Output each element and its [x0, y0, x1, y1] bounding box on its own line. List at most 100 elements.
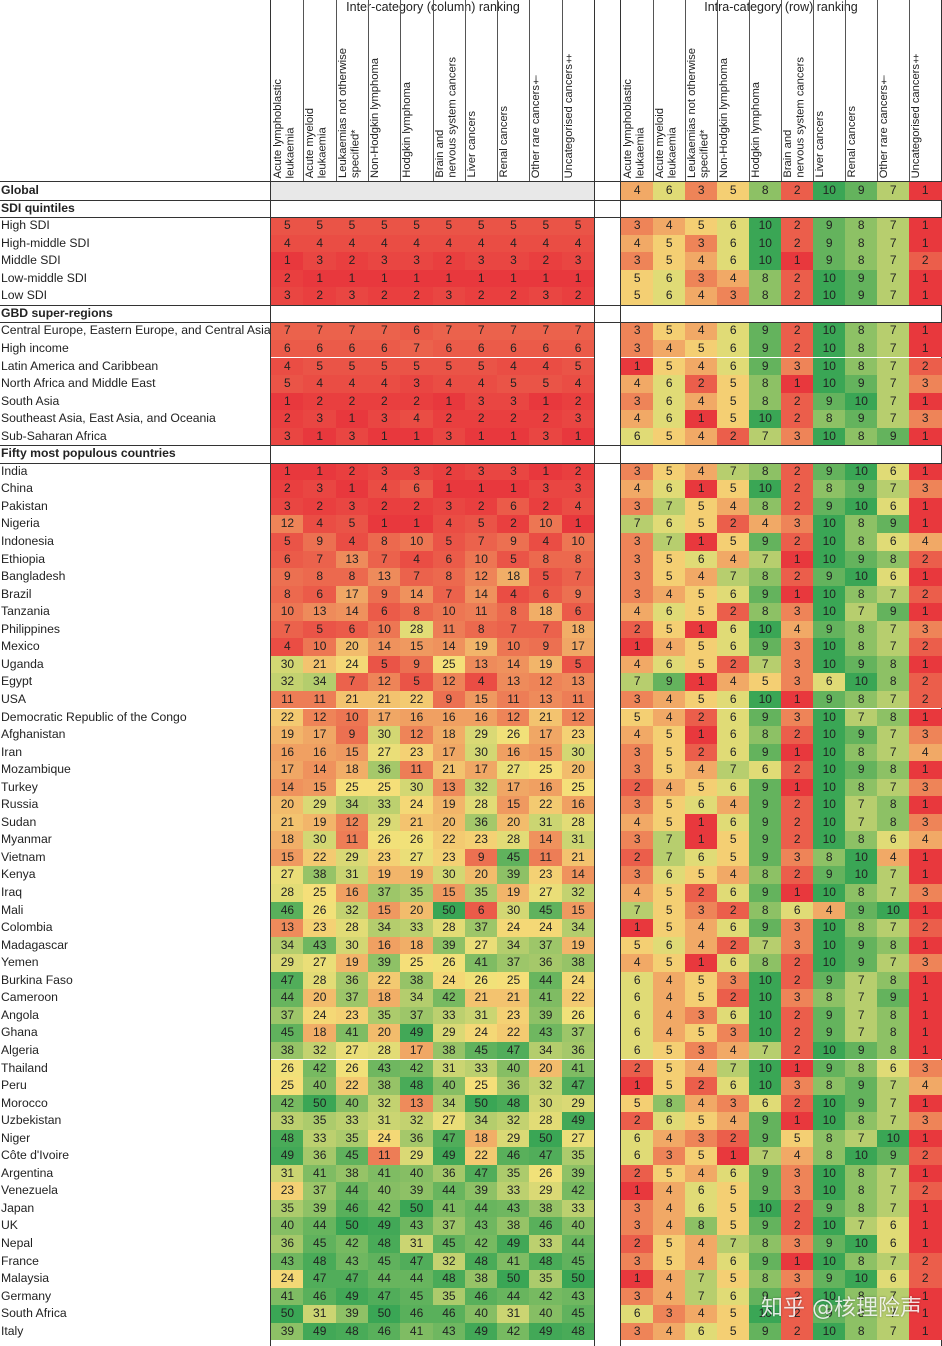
intra-rank-cell: 10 [845, 1270, 878, 1288]
intra-rank-cell: 6 [653, 375, 686, 393]
intra-rank-cell: 6 [717, 638, 750, 656]
inter-rank-cell: 4 [303, 234, 337, 253]
intra-column-header: Non-Hodgkin lymphoma [718, 16, 748, 178]
inter-rank-cell: 2 [464, 497, 498, 516]
intra-rank-cell: 9 [877, 427, 910, 446]
inter-rank-cell: 5 [303, 620, 337, 639]
inter-rank-cell: 12 [497, 708, 530, 727]
intra-rank-cell: 6 [717, 884, 750, 902]
intra-rank-cell: 10 [813, 357, 846, 376]
intra-rank-cell: 10 [813, 1164, 846, 1183]
inter-rank-cell: 32 [400, 1112, 433, 1130]
intra-rank-cell: 1 [909, 392, 942, 411]
intra-rank-cell: 5 [717, 182, 750, 200]
intra-rank-cell: 2 [781, 269, 814, 288]
intra-rank-cell: 4 [909, 831, 942, 849]
table-row: Argentina 31 41 38 41 40 36 47 35 26 39 2 5 4 6 9 3 10 8 7 1 [0, 1164, 942, 1183]
table-row: Germany 41 46 49 47 45 35 46 44 42 43 3 4 7 6 9 2 10 8 7 1 [0, 1287, 942, 1306]
inter-rank-cell: 21 [367, 690, 401, 709]
inter-rank-cell: 33 [367, 796, 401, 814]
inter-rank-cell: 41 [432, 1199, 466, 1218]
inter-right-border [594, 0, 595, 1346]
intra-rank-cell: 6 [717, 217, 750, 235]
table-row: Iraq 28 25 16 37 35 15 35 19 27 32 4 5 2 6 9 1 10 8 7 3 [0, 884, 942, 902]
inter-rank-cell: 7 [335, 322, 369, 340]
inter-rank-cell: 8 [303, 568, 337, 586]
inter-rank-cell: 4 [400, 234, 433, 253]
inter-rank-cell: 4 [529, 533, 563, 551]
row-label: Côte d'Ivoire [1, 1148, 70, 1163]
inter-rank-cell: 24 [367, 1129, 401, 1148]
intra-rank-cell: 10 [749, 1006, 782, 1025]
inter-rank-cell: 12 [271, 515, 304, 533]
intra-rank-cell: 10 [877, 1129, 910, 1148]
intra-rank-cell: 6 [621, 1305, 654, 1323]
inter-rank-cell: 7 [335, 673, 369, 691]
row-separator [0, 462, 942, 464]
intra-rank-cell: 6 [717, 1252, 750, 1271]
row-label: Southeast Asia, East Asia, and Oceania [1, 411, 216, 426]
inter-rank-cell: 41 [497, 1252, 530, 1271]
intra-rank-cell: 2 [781, 234, 814, 253]
inter-rank-cell: 28 [271, 884, 304, 902]
inter-rank-cell: 39 [497, 866, 530, 884]
intra-rank-cell: 6 [621, 1041, 654, 1060]
intra-rank-cell: 6 [621, 989, 654, 1007]
inter-rank-cell: 13 [432, 778, 466, 797]
intra-rank-cell: 8 [749, 603, 782, 621]
inter-rank-cell: 20 [271, 796, 304, 814]
table-row: Japan 35 39 46 42 50 41 44 43 38 33 3 4 6 5 10 2 9 8 7 1 [0, 1199, 942, 1218]
intra-rank-cell: 6 [717, 1164, 750, 1183]
intra-rank-cell: 1 [909, 322, 942, 340]
inter-rank-cell: 12 [335, 813, 369, 832]
group-header-label: Fifty most populous countries [1, 446, 176, 461]
row-label: Japan [1, 1200, 35, 1215]
intra-rank-cell: 4 [621, 954, 654, 972]
inter-rank-cell: 5 [367, 217, 401, 235]
intra-rank-cell: 1 [909, 708, 942, 727]
intra-rank-cell: 2 [781, 339, 814, 358]
intra-rank-cell: 3 [621, 866, 654, 884]
intra-rank-cell: 3 [621, 1322, 654, 1341]
intra-rank-cell: 7 [877, 743, 910, 762]
inter-rank-cell: 36 [271, 1235, 304, 1253]
inter-rank-cell: 47 [529, 1147, 563, 1165]
inter-rank-cell: 33 [432, 1006, 466, 1025]
inter-rank-cell: 1 [464, 427, 498, 446]
inter-rank-cell: 14 [464, 585, 498, 604]
inter-rank-cell: 44 [432, 1182, 466, 1200]
inter-rank-cell: 40 [432, 1077, 466, 1095]
intra-rank-cell: 2 [621, 1235, 654, 1253]
intra-rank-cell: 10 [813, 1252, 846, 1271]
inter-rank-cell: 3 [400, 252, 433, 270]
intra-rank-cell: 2 [781, 866, 814, 884]
intra-rank-cell: 2 [781, 1305, 814, 1323]
intra-rank-cell: 5 [749, 673, 782, 691]
intra-rank-cell: 4 [653, 1006, 686, 1025]
intra-rank-cell: 7 [845, 603, 878, 621]
inter-rank-cell: 17 [271, 761, 304, 779]
intra-rank-cell: 6 [621, 971, 654, 990]
inter-rank-cell: 30 [497, 901, 530, 920]
inter-rank-cell: 3 [432, 287, 466, 305]
intra-rank-cell: 3 [781, 357, 814, 376]
inter-rank-cell: 49 [303, 1322, 337, 1341]
inter-rank-cell: 2 [303, 497, 337, 516]
inter-rank-cell: 46 [464, 1287, 498, 1306]
intra-rank-cell: 9 [749, 1182, 782, 1200]
intra-rank-cell: 9 [749, 357, 782, 376]
inter-rank-cell: 42 [529, 1287, 563, 1306]
intra-rank-cell: 2 [717, 603, 750, 621]
intra-rank-cell: 9 [749, 1252, 782, 1271]
intra-rank-cell: 7 [845, 813, 878, 832]
intra-rank-cell: 8 [845, 1252, 878, 1271]
intra-rank-cell: 9 [749, 322, 782, 340]
inter-rank-cell: 8 [367, 533, 401, 551]
intra-rank-cell: 3 [781, 638, 814, 656]
inter-rank-cell: 18 [400, 936, 433, 955]
intra-rank-cell: 9 [845, 1094, 878, 1113]
row-label: Nepal [1, 1236, 33, 1250]
inter-rank-cell: 3 [335, 287, 369, 305]
inter-rank-cell: 48 [335, 1322, 369, 1341]
inter-rank-cell: 2 [529, 410, 563, 428]
